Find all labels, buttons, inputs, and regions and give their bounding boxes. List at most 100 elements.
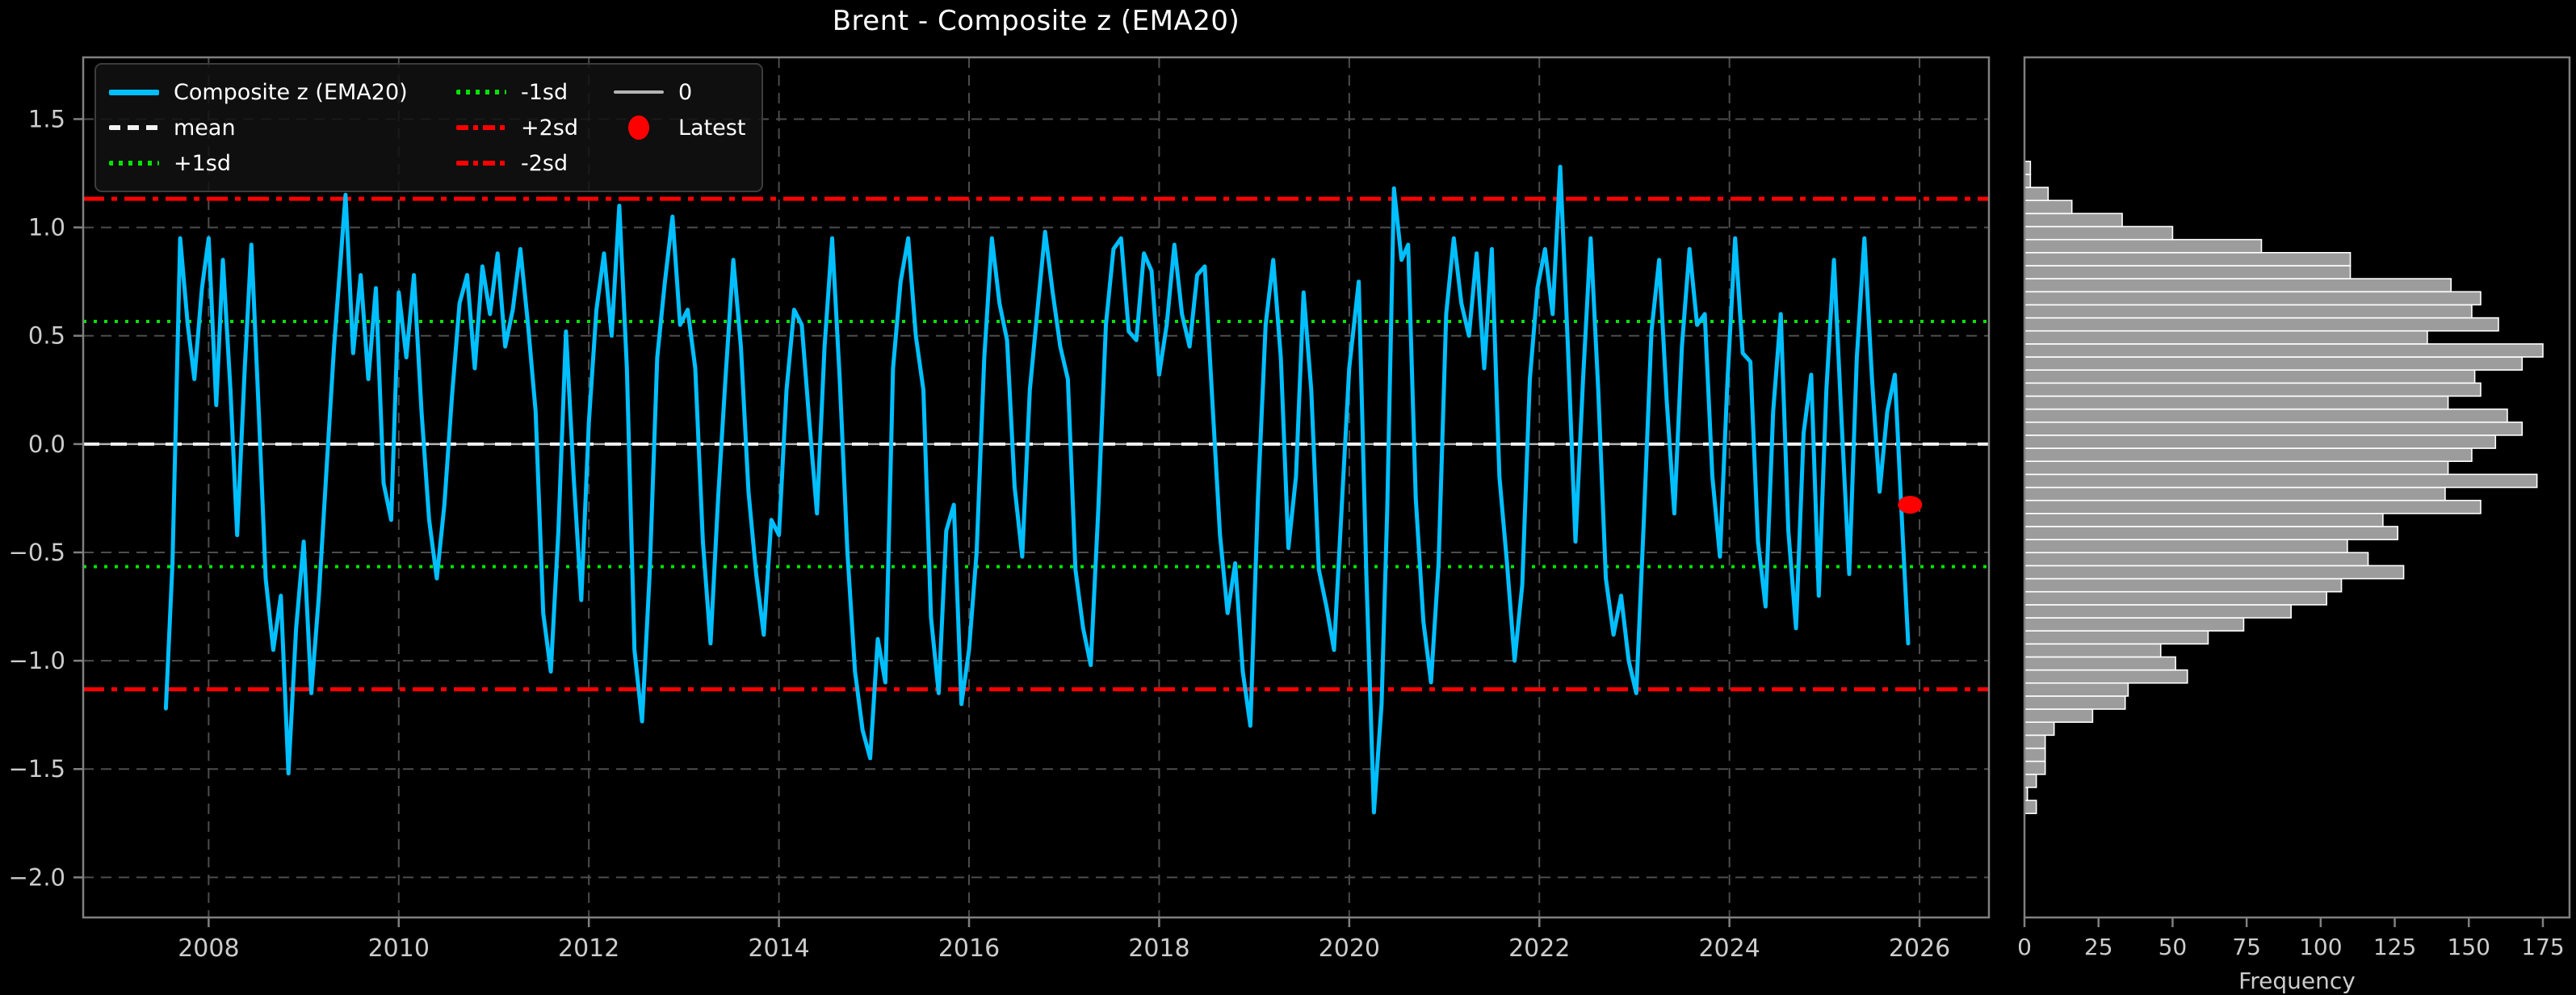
histogram-bar — [2024, 800, 2037, 815]
main-axes-border — [82, 56, 1991, 919]
legend-label: -1sd — [521, 79, 568, 105]
histogram-bar — [2024, 199, 2073, 215]
histogram-bar — [2024, 760, 2046, 775]
hist-x-tick-label: 125 — [2373, 934, 2416, 960]
histogram-bar — [2024, 577, 2343, 593]
x-tick-label: 2026 — [1889, 934, 1950, 963]
legend-item-minus1sd: -1sd — [456, 80, 614, 105]
x-tick-label: 2010 — [368, 934, 430, 963]
hist-xlabel: Frequency — [2238, 968, 2356, 994]
histogram-bar — [2024, 343, 2544, 358]
histogram-bar — [2024, 617, 2245, 632]
legend-label: -2sd — [521, 150, 568, 176]
histogram-bar — [2024, 721, 2055, 737]
latest-marker-swatch — [614, 115, 664, 140]
y-tick-label: −1.0 — [9, 647, 65, 674]
histogram-bar — [2024, 460, 2449, 476]
histogram-bar — [2024, 447, 2473, 463]
legend-label: +1sd — [174, 150, 232, 176]
histogram-bar — [2024, 773, 2037, 788]
series-line — [163, 165, 1911, 815]
legend-item-plus2sd: +2sd — [456, 115, 614, 141]
histogram-bar — [2024, 539, 2348, 554]
histogram-bar — [2024, 590, 2327, 606]
legend-item-mean: mean — [109, 115, 456, 141]
legend: Composite z (EMA20) mean +1sd -1sd +2sd … — [94, 63, 764, 192]
minus2sd-line-swatch — [456, 161, 506, 166]
hist-x-tick-label: 50 — [2159, 934, 2188, 960]
legend-label: 0 — [678, 79, 693, 105]
mean-line-swatch — [109, 125, 159, 130]
histogram-bar — [2024, 708, 2094, 723]
histogram-bar — [2024, 395, 2449, 410]
y-tick-label: −0.5 — [9, 539, 65, 566]
histogram-bar — [2024, 278, 2452, 293]
histogram-bar — [2024, 734, 2046, 749]
histogram-bar — [2024, 630, 2209, 645]
histogram-bar — [2024, 669, 2188, 684]
y-tick-label: 0.5 — [28, 322, 65, 350]
histogram-bar — [2024, 473, 2538, 489]
hist-x-tick-label: 100 — [2299, 934, 2342, 960]
histogram-bar — [2024, 187, 2049, 202]
histogram-bar — [2024, 747, 2046, 762]
histogram-bar — [2024, 435, 2497, 449]
histogram-bar — [2024, 238, 2263, 254]
x-tick-label: 2024 — [1698, 934, 1760, 963]
hist-x-tick-label: 150 — [2448, 934, 2490, 960]
hist-x-tick-label: 75 — [2232, 934, 2261, 960]
histogram-bar — [2024, 682, 2129, 697]
histogram-bar — [2024, 695, 2126, 710]
histogram-bar — [2024, 643, 2162, 658]
x-tick-label: 2014 — [748, 934, 809, 963]
latest-marker — [1898, 495, 1923, 514]
legend-item-composite-z: Composite z (EMA20) — [109, 80, 456, 105]
histogram-bar — [2024, 356, 2524, 371]
series-line-swatch — [109, 89, 159, 95]
histogram-bar — [2024, 656, 2176, 671]
minus1sd-line-swatch — [456, 90, 506, 94]
legend-label: +2sd — [521, 115, 579, 141]
y-tick-label: −1.5 — [9, 755, 65, 783]
y-tick-label: 0.0 — [28, 430, 65, 458]
histogram-bar — [2024, 408, 2508, 423]
legend-label: mean — [174, 115, 236, 141]
histogram-bar — [2024, 369, 2476, 384]
legend-item-minus2sd: -2sd — [456, 151, 614, 176]
histogram-bar — [2024, 265, 2352, 279]
x-tick-label: 2012 — [558, 934, 619, 963]
y-tick-label: 1.5 — [28, 105, 65, 132]
legend-item-plus1sd: +1sd — [109, 151, 456, 176]
x-tick-label: 2008 — [178, 934, 239, 963]
legend-item-latest: Latest — [614, 115, 745, 141]
histogram-bar — [2024, 382, 2482, 397]
histogram-bar — [2024, 526, 2399, 540]
legend-label: Latest — [678, 115, 746, 141]
histogram-bar — [2024, 291, 2482, 306]
plus1sd-line-swatch — [109, 161, 159, 166]
hist-x-tick-label: 25 — [2084, 934, 2113, 960]
hist-x-tick-label: 175 — [2521, 934, 2564, 960]
histogram-bar — [2024, 565, 2405, 580]
histogram-bar — [2024, 225, 2174, 241]
plus2sd-line-swatch — [456, 125, 506, 130]
histogram-bar — [2024, 304, 2473, 319]
histogram-axes-border — [2023, 56, 2571, 919]
histogram-bar — [2024, 330, 2428, 345]
histogram-bar — [2024, 317, 2499, 332]
histogram-bar — [2024, 512, 2384, 527]
histogram-bar — [2024, 604, 2292, 619]
x-tick-label: 2020 — [1319, 934, 1380, 963]
x-tick-label: 2018 — [1128, 934, 1189, 963]
y-tick-label: 1.0 — [28, 214, 65, 241]
histogram-bar — [2024, 421, 2524, 436]
y-tick-label: −2.0 — [9, 863, 65, 891]
histogram-bar — [2024, 499, 2482, 514]
histogram-bar — [2024, 486, 2446, 502]
histogram-bar — [2024, 552, 2369, 567]
legend-label: Composite z (EMA20) — [174, 79, 408, 105]
histogram-bar — [2024, 212, 2123, 228]
x-tick-label: 2016 — [938, 934, 1000, 963]
